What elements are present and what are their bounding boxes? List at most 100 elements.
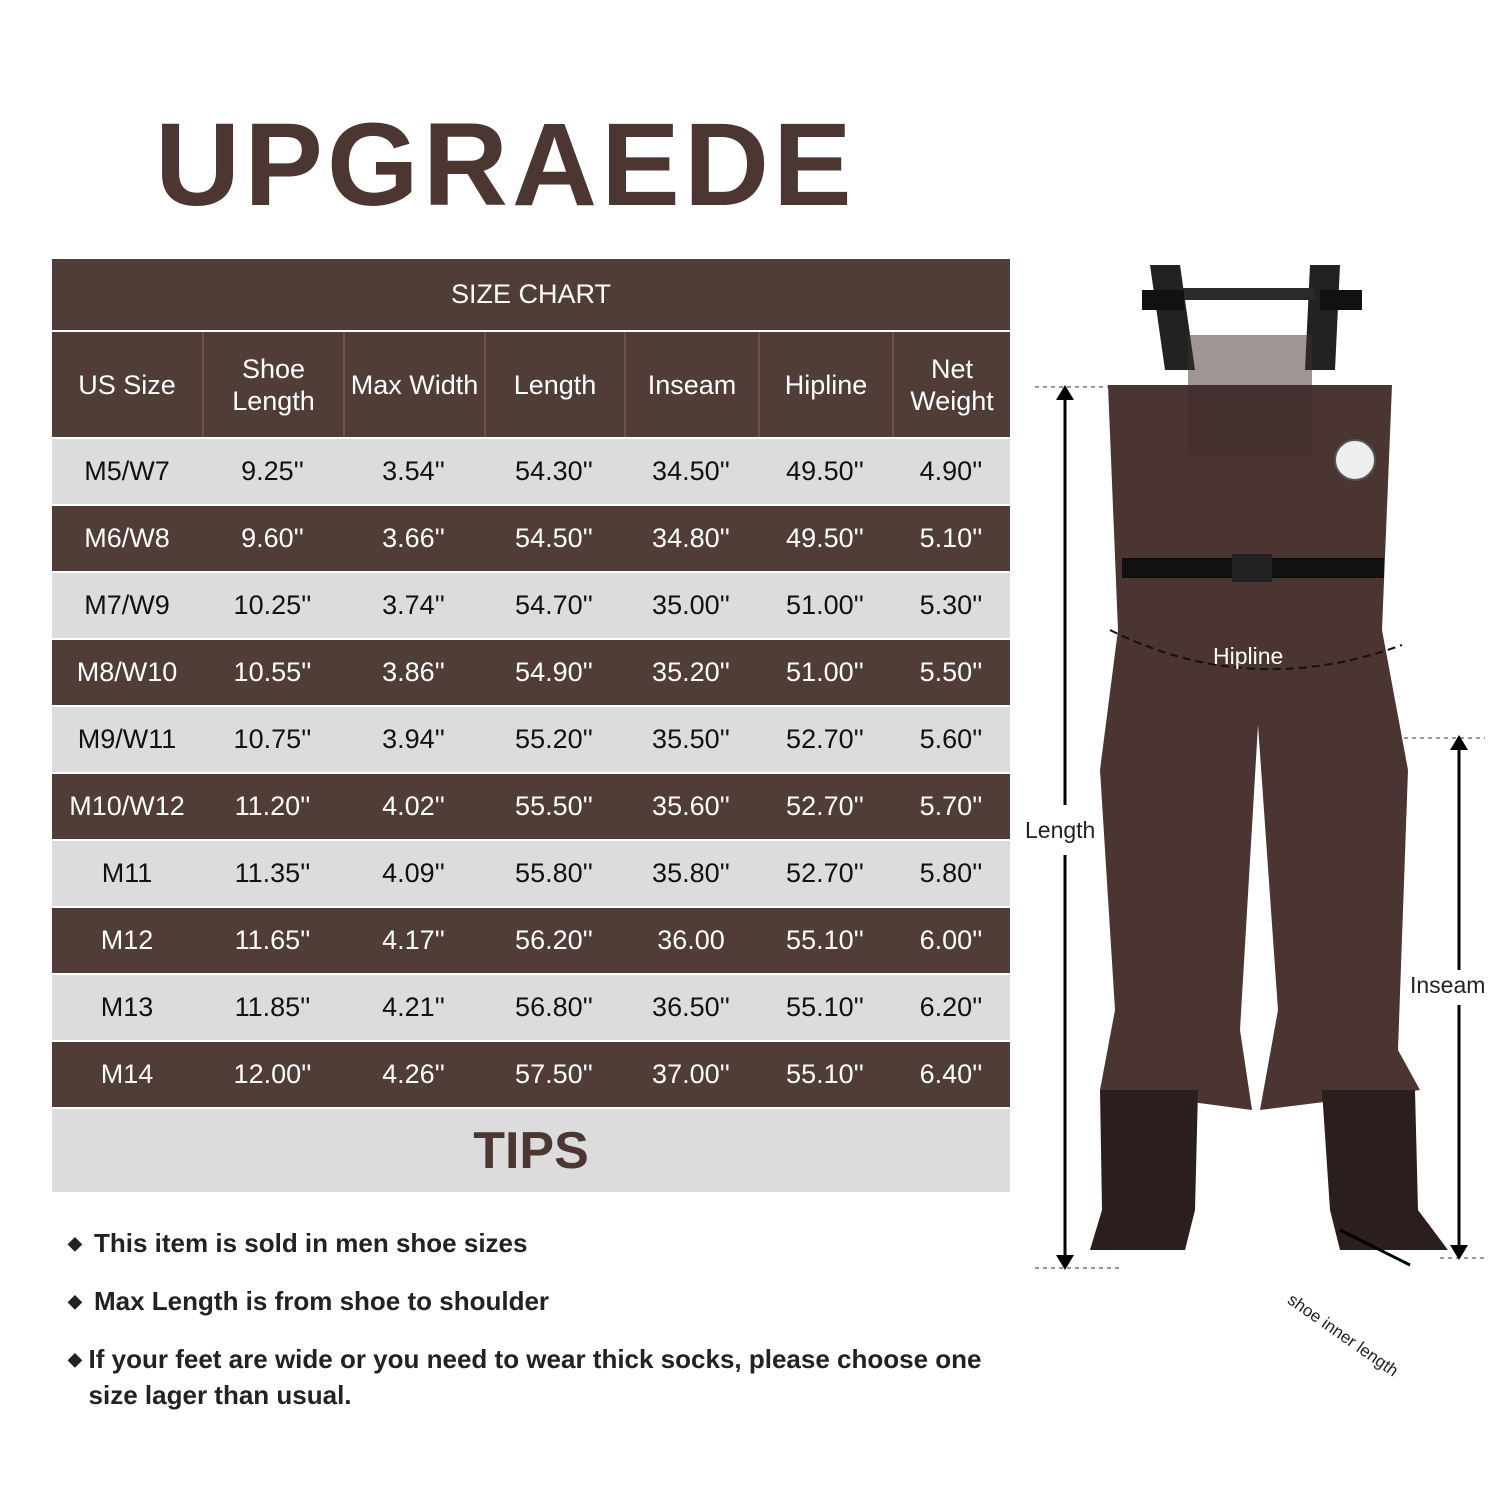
- tips-list: ◆ This item is sold in men shoe sizes ◆ Max…: [68, 1225, 1008, 1435]
- table-cell: M12: [52, 908, 202, 973]
- diamond-bullet-icon: ◆: [68, 1291, 82, 1311]
- table-cell: 9.25'': [202, 439, 343, 504]
- table-cell: 10.25'': [202, 573, 343, 638]
- table-cell: 6.20'': [892, 975, 1011, 1040]
- table-cell: 4.09'': [343, 841, 484, 906]
- table-row: M5/W7 9.25'' 3.54'' 54.30'' 34.50'' 49.50'' 4.…: [52, 439, 1011, 504]
- brand-title: UPGRAEDE: [155, 99, 856, 231]
- table-row: M12 11.65'' 4.17'' 56.20'' 36.00 55.10'' 6.00'…: [52, 908, 1011, 973]
- table-cell: 11.85'': [202, 975, 343, 1040]
- table-cell: 4.02'': [343, 774, 484, 839]
- tips-heading: TIPS: [52, 1109, 1011, 1192]
- table-cell: 55.10'': [758, 1042, 892, 1107]
- table-cell: 34.50'': [624, 439, 758, 504]
- table-cell: 54.90'': [484, 640, 624, 705]
- column-header: Max Width: [343, 332, 484, 437]
- table-cell: 4.21'': [343, 975, 484, 1040]
- table-cell: 55.20'': [484, 707, 624, 772]
- table-cell: 10.75'': [202, 707, 343, 772]
- table-row: M7/W9 10.25'' 3.74'' 54.70'' 35.00'' 51.00'' 5…: [52, 573, 1011, 638]
- table-cell: 35.00'': [624, 573, 758, 638]
- table-cell: 3.94'': [343, 707, 484, 772]
- table-cell: 37.00'': [624, 1042, 758, 1107]
- table-cell: 52.70'': [758, 841, 892, 906]
- table-cell: 55.80'': [484, 841, 624, 906]
- table-cell: 3.86'': [343, 640, 484, 705]
- table-cell: 3.66'': [343, 506, 484, 571]
- table-cell: 11.20'': [202, 774, 343, 839]
- table-cell: 34.80'': [624, 506, 758, 571]
- table-row: M6/W8 9.60'' 3.66'' 54.50'' 34.80'' 49.50'' 5.…: [52, 506, 1011, 571]
- table-cell: 6.00'': [892, 908, 1011, 973]
- table-row: M9/W11 10.75'' 3.94'' 55.20'' 35.50'' 52.70''…: [52, 707, 1011, 772]
- diamond-bullet-icon: ◆: [68, 1349, 82, 1369]
- table-row: M11 11.35'' 4.09'' 55.80'' 35.80'' 52.70'' 5.8…: [52, 841, 1011, 906]
- tip-text: This item is sold in men shoe sizes: [94, 1228, 528, 1258]
- column-header: Net Weight: [892, 332, 1011, 437]
- table-cell: 54.70'': [484, 573, 624, 638]
- table-cell: 4.17'': [343, 908, 484, 973]
- table-cell: 5.10'': [892, 506, 1011, 571]
- table-cell: 54.50'': [484, 506, 624, 571]
- table-cell: M11: [52, 841, 202, 906]
- table-cell: 55.10'': [758, 975, 892, 1040]
- table-cell: 36.00: [624, 908, 758, 973]
- table-cell: M10/W12: [52, 774, 202, 839]
- table-cell: M7/W9: [52, 573, 202, 638]
- table-cell: 5.80'': [892, 841, 1011, 906]
- table-cell: 56.20'': [484, 908, 624, 973]
- table-cell: 11.65'': [202, 908, 343, 973]
- column-header: US Size: [52, 332, 202, 437]
- length-label: Length: [1025, 817, 1096, 843]
- table-cell: M8/W10: [52, 640, 202, 705]
- table-cell: 35.20'': [624, 640, 758, 705]
- table-cell: M6/W8: [52, 506, 202, 571]
- waders-illustration: Hipline Length Inseam shoe inner length: [1020, 250, 1500, 1380]
- table-cell: 5.30'': [892, 573, 1011, 638]
- table-cell: 55.10'': [758, 908, 892, 973]
- table-cell: 3.74'': [343, 573, 484, 638]
- table-cell: 12.00'': [202, 1042, 343, 1107]
- hipline-label: Hipline: [1213, 643, 1284, 669]
- table-cell: 52.70'': [758, 707, 892, 772]
- table-cell: M14: [52, 1042, 202, 1107]
- tip-item: ◆ This item is sold in men shoe sizes: [68, 1225, 1008, 1261]
- table-cell: 5.60'': [892, 707, 1011, 772]
- table-cell: 55.50'': [484, 774, 624, 839]
- table-cell: 10.55'': [202, 640, 343, 705]
- table-cell: 35.60'': [624, 774, 758, 839]
- table-cell: 52.70'': [758, 774, 892, 839]
- table-cell: 51.00'': [758, 573, 892, 638]
- table-row: M10/W12 11.20'' 4.02'' 55.50'' 35.60'' 52.70'…: [52, 774, 1011, 839]
- inseam-label: Inseam: [1410, 972, 1486, 998]
- tip-text: If your feet are wide or you need to wea…: [88, 1344, 982, 1410]
- table-cell: 35.50'': [624, 707, 758, 772]
- table-cell: 3.54'': [343, 439, 484, 504]
- table-title: SIZE CHART: [52, 259, 1011, 330]
- column-header: Hipline: [758, 332, 892, 437]
- size-chart-table: SIZE CHART US Size Shoe Length Max Width Le…: [52, 257, 1011, 1194]
- table-cell: 36.50'': [624, 975, 758, 1040]
- table-row: M13 11.85'' 4.21'' 56.80'' 36.50'' 55.10'' 6.2…: [52, 975, 1011, 1040]
- column-header: Length: [484, 332, 624, 437]
- table-cell: M9/W11: [52, 707, 202, 772]
- table-cell: 6.40'': [892, 1042, 1011, 1107]
- tip-text: Max Length is from shoe to shoulder: [94, 1286, 550, 1316]
- table-cell: 54.30'': [484, 439, 624, 504]
- table-row: M14 12.00'' 4.26'' 57.50'' 37.00'' 55.10'' 6.4…: [52, 1042, 1011, 1107]
- table-cell: 56.80'': [484, 975, 624, 1040]
- waders-image: [1035, 265, 1485, 1270]
- tip-item: ◆ If your feet are wide or you need to we…: [68, 1341, 1008, 1413]
- table-cell: M5/W7: [52, 439, 202, 504]
- table-cell: 35.80'': [624, 841, 758, 906]
- table-cell: 57.50'': [484, 1042, 624, 1107]
- table-cell: 11.35'': [202, 841, 343, 906]
- column-header: Shoe Length: [202, 332, 343, 437]
- table-cell: 4.90'': [892, 439, 1011, 504]
- table-cell: 51.00'': [758, 640, 892, 705]
- column-header: Inseam: [624, 332, 758, 437]
- table-cell: 4.26'': [343, 1042, 484, 1107]
- diamond-bullet-icon: ◆: [68, 1233, 82, 1253]
- table-cell: M13: [52, 975, 202, 1040]
- table-row: M8/W10 10.55'' 3.86'' 54.90'' 35.20'' 51.00''…: [52, 640, 1011, 705]
